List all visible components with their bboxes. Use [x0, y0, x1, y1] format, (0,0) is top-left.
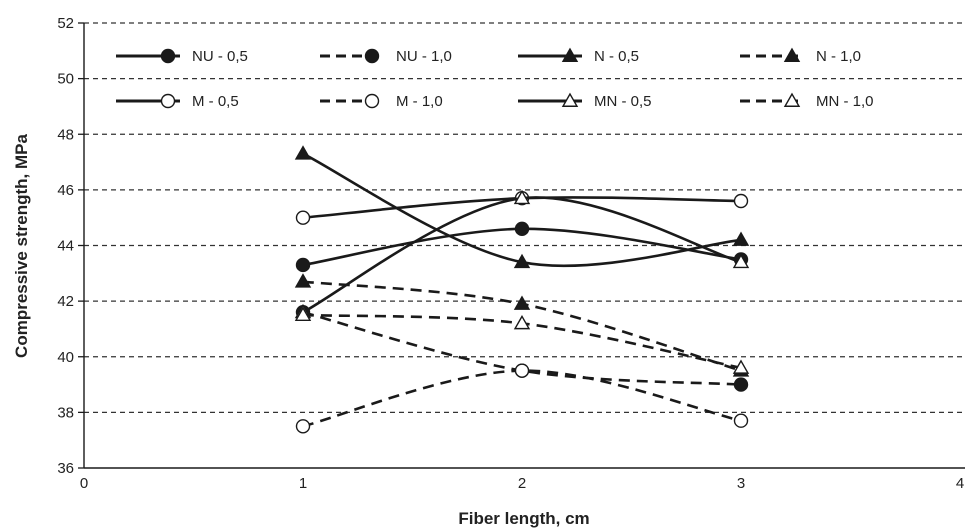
legend-label: M - 1,0: [396, 93, 443, 110]
y-tick-label: 44: [57, 238, 74, 255]
data-point: [514, 363, 530, 378]
legend-label: N - 0,5: [594, 48, 639, 65]
data-point: [513, 189, 531, 205]
data-point: [514, 221, 530, 237]
data-point: [783, 47, 801, 62]
data-point: [364, 48, 380, 64]
legend-label: N - 1,0: [816, 48, 861, 65]
data-point: [513, 253, 531, 269]
data-point: [295, 257, 311, 273]
x-axis-title: Fiber length, cm: [458, 509, 589, 528]
legend: NU - 0,5 NU - 1,0 N - 0,5 N - 1,0 M - 0,5 M -…: [116, 47, 874, 110]
y-tick-label: 42: [57, 293, 74, 310]
data-point: [783, 92, 801, 107]
legend-label: NU - 1,0: [396, 48, 452, 65]
legend-label: MN - 0,5: [594, 93, 652, 110]
data-point: [732, 231, 750, 246]
legend-item: MN - 0,5: [518, 92, 652, 110]
y-tick-label: 40: [57, 349, 74, 366]
gridlines: [84, 22, 965, 414]
x-tick-label: 1: [299, 475, 307, 492]
y-tick-label: 52: [57, 15, 74, 32]
legend-item: NU - 0,5: [116, 48, 248, 65]
series: [294, 306, 750, 374]
y-tick-label: 38: [57, 404, 74, 421]
y-axis-title: Compressive strength, MPa: [12, 134, 31, 358]
data-point: [513, 314, 531, 330]
legend-item: MN - 1,0: [740, 92, 874, 110]
data-point: [160, 93, 176, 109]
data-point: [732, 253, 750, 269]
data-point: [513, 295, 531, 310]
legend-label: NU - 0,5: [192, 48, 248, 65]
legend-item: M - 0,5: [116, 93, 239, 110]
legend-label: MN - 1,0: [816, 93, 874, 110]
axes: 36 38 40 42 44 46 48 50 52 0 1 2 3 4: [57, 15, 965, 492]
data-point: [160, 48, 176, 64]
data-point: [733, 377, 749, 392]
data-point: [295, 210, 311, 225]
x-tick-label: 4: [956, 475, 964, 492]
legend-item: NU - 1,0: [320, 48, 452, 65]
x-tick-label: 2: [518, 475, 526, 492]
data-point: [294, 306, 312, 321]
series: [294, 145, 750, 269]
data-point: [294, 145, 312, 160]
data-point: [295, 419, 311, 434]
y-tick-label: 48: [57, 126, 74, 143]
series-lines: [294, 145, 750, 434]
data-point: [364, 93, 380, 109]
legend-label: M - 0,5: [192, 93, 239, 110]
data-point: [294, 273, 312, 288]
data-point: [561, 47, 579, 62]
series-line: [302, 369, 742, 428]
y-tick-label: 36: [57, 460, 74, 477]
legend-item: N - 0,5: [518, 47, 639, 65]
data-point: [561, 92, 579, 107]
data-point: [733, 193, 749, 209]
data-point: [733, 413, 749, 428]
legend-item: N - 1,0: [740, 47, 861, 65]
y-tick-label: 46: [57, 182, 74, 199]
x-tick-label: 0: [80, 475, 88, 492]
series: [295, 363, 749, 434]
x-tick-label: 3: [737, 475, 745, 492]
data-point: [732, 359, 750, 374]
legend-item: M - 1,0: [320, 93, 443, 110]
y-tick-label: 50: [57, 71, 74, 88]
